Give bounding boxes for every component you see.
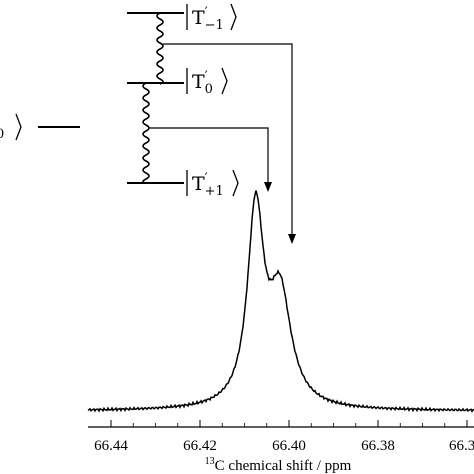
x-axis: 66.44 66.42 66.40 66.38 66.3 13C chemica… [88,420,474,474]
ket-t-plus1: T′ +1 [186,169,239,199]
arrow-lower [148,127,269,184]
tick-marks [110,420,468,427]
tick-label-66-38: 66.38 [361,438,395,454]
spectrum-line [87,190,474,413]
arrowhead-lower [264,182,272,192]
tick-label-66-44: 66.44 [94,438,128,454]
tick-label-66-40: 66.40 [272,438,306,454]
arrowheads [264,182,296,244]
ket-t-minus1: T′ −1 [186,3,237,33]
transition-upper-wavy [156,12,164,85]
x-axis-title: 13C chemical shift / ppm [205,456,352,474]
svg-text:′0: ′0 [0,114,4,142]
ket-t-zero: T′ 0 [186,67,228,97]
svg-text:T′0: T′ 0 [192,69,213,97]
tick-label-66-36: 66.3 [449,438,474,454]
ket-left-zero: ′0 [0,113,22,142]
transition-lower-wavy [142,82,150,184]
tick-label-66-42: 66.42 [183,438,217,454]
energy-level-diagram [38,12,293,236]
arrowhead-upper [288,234,296,244]
svg-text:T′+1: T′ +1 [192,171,224,199]
arrow-upper [163,43,293,236]
svg-text:T′−1: T′ −1 [192,5,224,33]
